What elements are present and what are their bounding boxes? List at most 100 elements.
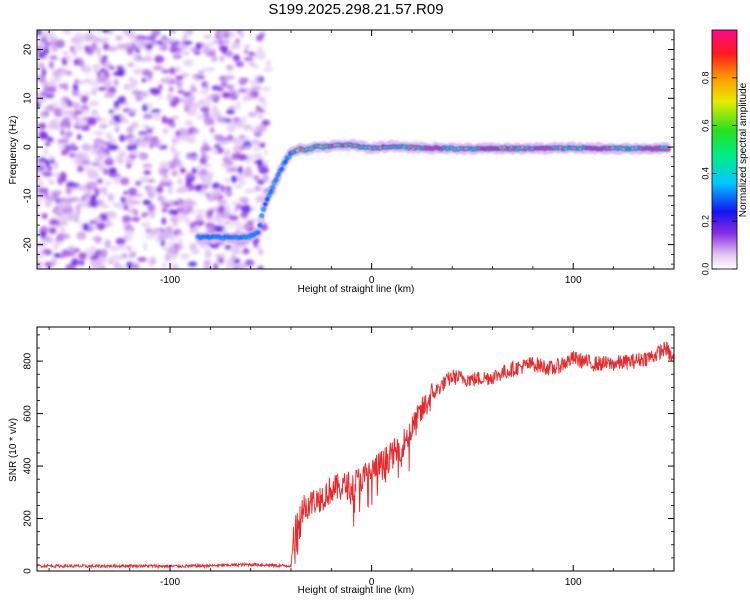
noise-blob xyxy=(143,124,150,130)
noise-blob xyxy=(126,245,132,252)
noise-blob xyxy=(127,62,135,68)
noise-blob xyxy=(41,213,48,219)
noise-blob xyxy=(54,239,63,245)
noise-blob xyxy=(254,85,262,91)
noise-blob xyxy=(209,243,220,249)
noise-blob xyxy=(206,41,214,47)
noise-blob xyxy=(116,43,127,50)
noise-blob xyxy=(53,162,59,169)
noise-blob xyxy=(90,42,98,51)
noise-blob xyxy=(171,170,179,177)
noise-blob xyxy=(127,108,138,114)
noise-blob xyxy=(37,175,41,181)
noise-blob xyxy=(242,95,248,102)
noise-blob xyxy=(161,217,167,225)
noise-blob xyxy=(101,30,110,33)
noise-blob xyxy=(211,182,221,190)
noise-blob xyxy=(200,146,206,152)
noise-blob xyxy=(187,105,198,115)
noise-blob xyxy=(169,45,180,54)
noise-blob xyxy=(236,30,242,35)
noise-blob xyxy=(87,170,97,179)
noise-blob xyxy=(166,250,172,258)
noise-blob xyxy=(228,215,239,221)
noise-blob xyxy=(164,76,172,86)
spec-xtick-label: -100 xyxy=(160,275,180,286)
noise-blob xyxy=(244,259,255,267)
noise-blob xyxy=(44,142,51,147)
noise-blob xyxy=(144,227,152,234)
noise-blob xyxy=(193,50,201,55)
noise-blob xyxy=(116,65,125,70)
noise-blob xyxy=(252,146,260,152)
noise-layer xyxy=(37,30,275,269)
noise-blob xyxy=(117,95,127,105)
noise-blob xyxy=(54,172,60,178)
noise-blob xyxy=(185,172,195,178)
noise-blob xyxy=(54,209,64,214)
noise-blob xyxy=(158,84,163,91)
noise-blob xyxy=(190,247,200,255)
noise-blob xyxy=(234,139,243,148)
noise-blob xyxy=(205,251,212,259)
noise-blob xyxy=(225,109,235,115)
colorbar-gradient xyxy=(712,30,737,269)
noise-blob xyxy=(115,35,123,41)
noise-blob xyxy=(95,237,102,244)
noise-blob xyxy=(256,158,264,167)
noise-blob xyxy=(169,181,175,186)
noise-blob xyxy=(259,32,266,37)
noise-blob xyxy=(243,124,253,131)
noise-blob xyxy=(92,64,99,73)
noise-blob xyxy=(103,167,108,175)
noise-blob xyxy=(170,145,176,153)
noise-blob xyxy=(255,105,262,110)
noise-blob xyxy=(38,161,45,165)
noise-blob xyxy=(112,71,123,76)
noise-blob xyxy=(94,187,100,197)
noise-blob xyxy=(226,125,237,133)
noise-blob xyxy=(182,51,190,56)
noise-blob xyxy=(257,265,264,269)
noise-blob xyxy=(158,95,164,100)
noise-blob xyxy=(253,175,260,181)
noise-blob xyxy=(75,120,86,127)
noise-blob xyxy=(143,169,151,176)
snr-xlabel: Height of straight line (km) xyxy=(298,585,415,596)
noise-blob xyxy=(43,106,52,112)
noise-blob xyxy=(172,157,180,165)
noise-blob xyxy=(216,40,225,45)
noise-blob xyxy=(41,34,47,40)
noise-blob xyxy=(78,260,85,266)
noise-blob xyxy=(147,257,154,266)
noise-blob xyxy=(89,198,97,207)
snr-xtick-label: -100 xyxy=(160,577,180,588)
noise-blob xyxy=(113,177,121,185)
noise-blob xyxy=(96,178,104,184)
noise-blob xyxy=(170,210,179,216)
noise-blob xyxy=(147,203,156,212)
noise-blob xyxy=(39,230,47,239)
noise-blob xyxy=(84,45,91,53)
noise-blob xyxy=(196,113,204,120)
noise-blob xyxy=(91,88,97,96)
noise-blob xyxy=(62,30,72,35)
noise-blob xyxy=(82,160,91,165)
noise-blob xyxy=(258,249,264,255)
noise-blob xyxy=(154,55,165,64)
noise-blob xyxy=(168,86,174,93)
noise-blob xyxy=(233,258,241,264)
noise-blob xyxy=(210,55,218,63)
noise-blob xyxy=(229,257,235,266)
noise-blob xyxy=(253,153,264,158)
noise-blob xyxy=(108,109,115,114)
noise-blob xyxy=(254,111,263,116)
noise-blob xyxy=(223,220,230,225)
noise-blob xyxy=(123,191,128,195)
noise-blob xyxy=(176,80,183,89)
colorbar-frame xyxy=(711,29,738,270)
noise-blob xyxy=(59,99,66,104)
noise-blob xyxy=(56,201,67,207)
noise-blob xyxy=(72,83,79,91)
noise-blob xyxy=(220,253,227,259)
